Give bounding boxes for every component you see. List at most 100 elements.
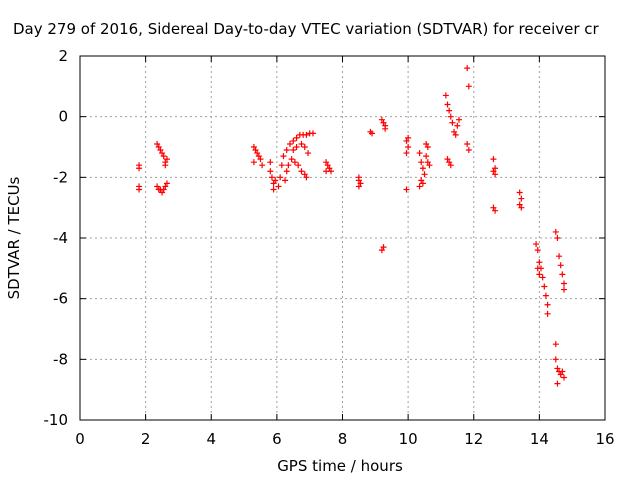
data-point <box>536 259 543 266</box>
data-point <box>290 137 297 144</box>
x-tick-label: 4 <box>206 430 216 448</box>
x-tick-label: 14 <box>530 430 549 448</box>
data-point <box>277 174 284 181</box>
data-point <box>419 165 426 172</box>
data-point <box>444 101 451 108</box>
data-point <box>559 368 566 375</box>
data-point <box>556 253 563 260</box>
data-point <box>323 159 330 166</box>
y-tick-label: -10 <box>44 411 69 429</box>
data-point <box>533 241 540 248</box>
data-point <box>357 180 364 187</box>
data-point <box>518 204 525 211</box>
data-point <box>323 168 330 175</box>
data-point <box>154 140 161 147</box>
grid <box>80 56 605 420</box>
data-point <box>159 189 166 196</box>
data-point <box>255 153 262 160</box>
data-point <box>423 140 430 147</box>
data-point <box>557 262 564 269</box>
data-point <box>416 150 423 157</box>
data-point <box>490 168 497 175</box>
data-point <box>163 180 170 187</box>
data-point <box>154 183 161 190</box>
data-point <box>157 147 164 154</box>
data-point <box>380 244 387 251</box>
data-point <box>490 156 497 163</box>
ticks: 0 2 4 6 8 10 12 14 16 -10 -8 -6 -4 -2 0 2 <box>44 47 615 448</box>
data-point <box>419 180 426 187</box>
data-point <box>285 162 292 169</box>
data-point <box>449 119 456 126</box>
data-point <box>162 162 169 169</box>
data-point <box>539 274 546 281</box>
data-point <box>254 150 261 157</box>
data-point <box>162 183 169 190</box>
data-point <box>272 177 279 184</box>
data-point <box>534 247 541 254</box>
data-point <box>382 125 389 132</box>
data-point <box>541 283 548 290</box>
data-point <box>160 153 167 160</box>
data-point <box>305 150 312 157</box>
x-tick-label: 0 <box>75 430 85 448</box>
data-point <box>136 186 143 193</box>
data-point <box>423 153 430 160</box>
data-point <box>355 183 362 190</box>
data-point <box>405 134 412 141</box>
data-point <box>447 162 454 169</box>
data-point <box>136 165 143 172</box>
x-tick-label: 2 <box>141 430 151 448</box>
data-point <box>298 168 305 175</box>
data-point <box>560 286 567 293</box>
data-point <box>159 150 166 157</box>
data-point <box>426 162 433 169</box>
data-point <box>534 265 541 272</box>
data-point <box>267 168 274 175</box>
data-point <box>298 140 305 147</box>
y-tick-label: -8 <box>53 350 68 368</box>
y-tick-label: -6 <box>53 290 68 308</box>
data-point <box>452 131 459 138</box>
data-point <box>544 301 551 308</box>
y-tick-label: 2 <box>58 47 68 65</box>
data-point <box>444 156 451 163</box>
data-point <box>378 116 385 123</box>
data-point <box>492 165 499 172</box>
x-tick-label: 6 <box>272 430 282 448</box>
y-tick-label: -4 <box>53 229 68 247</box>
data-point <box>516 201 523 208</box>
data-point <box>418 177 425 184</box>
data-point <box>454 122 461 129</box>
data-point <box>492 207 499 214</box>
data-point <box>516 189 523 196</box>
data-point <box>275 183 282 190</box>
data-point <box>403 186 410 193</box>
data-point <box>421 171 428 178</box>
data-point <box>418 159 425 166</box>
x-tick-label: 8 <box>338 430 348 448</box>
data-point <box>160 186 167 193</box>
data-point <box>250 144 257 150</box>
data-point <box>293 134 300 141</box>
data-point <box>163 156 170 163</box>
data-point <box>324 162 331 169</box>
data-point <box>291 159 298 166</box>
data-point <box>301 171 308 178</box>
data-point <box>250 159 257 166</box>
data-point <box>442 92 449 99</box>
data-point <box>464 65 471 72</box>
x-tick-label: 10 <box>399 430 418 448</box>
x-tick-label: 16 <box>595 430 614 448</box>
y-tick-label: -2 <box>53 168 68 186</box>
data-point <box>560 280 567 287</box>
y-axis-label: SDTVAR / TECUs <box>5 176 23 299</box>
data-point <box>267 159 274 166</box>
data-point <box>293 144 300 150</box>
data-point <box>464 140 471 147</box>
data-point <box>282 177 289 184</box>
data-point <box>446 159 453 166</box>
data-point <box>268 174 275 181</box>
data-point <box>380 119 387 126</box>
